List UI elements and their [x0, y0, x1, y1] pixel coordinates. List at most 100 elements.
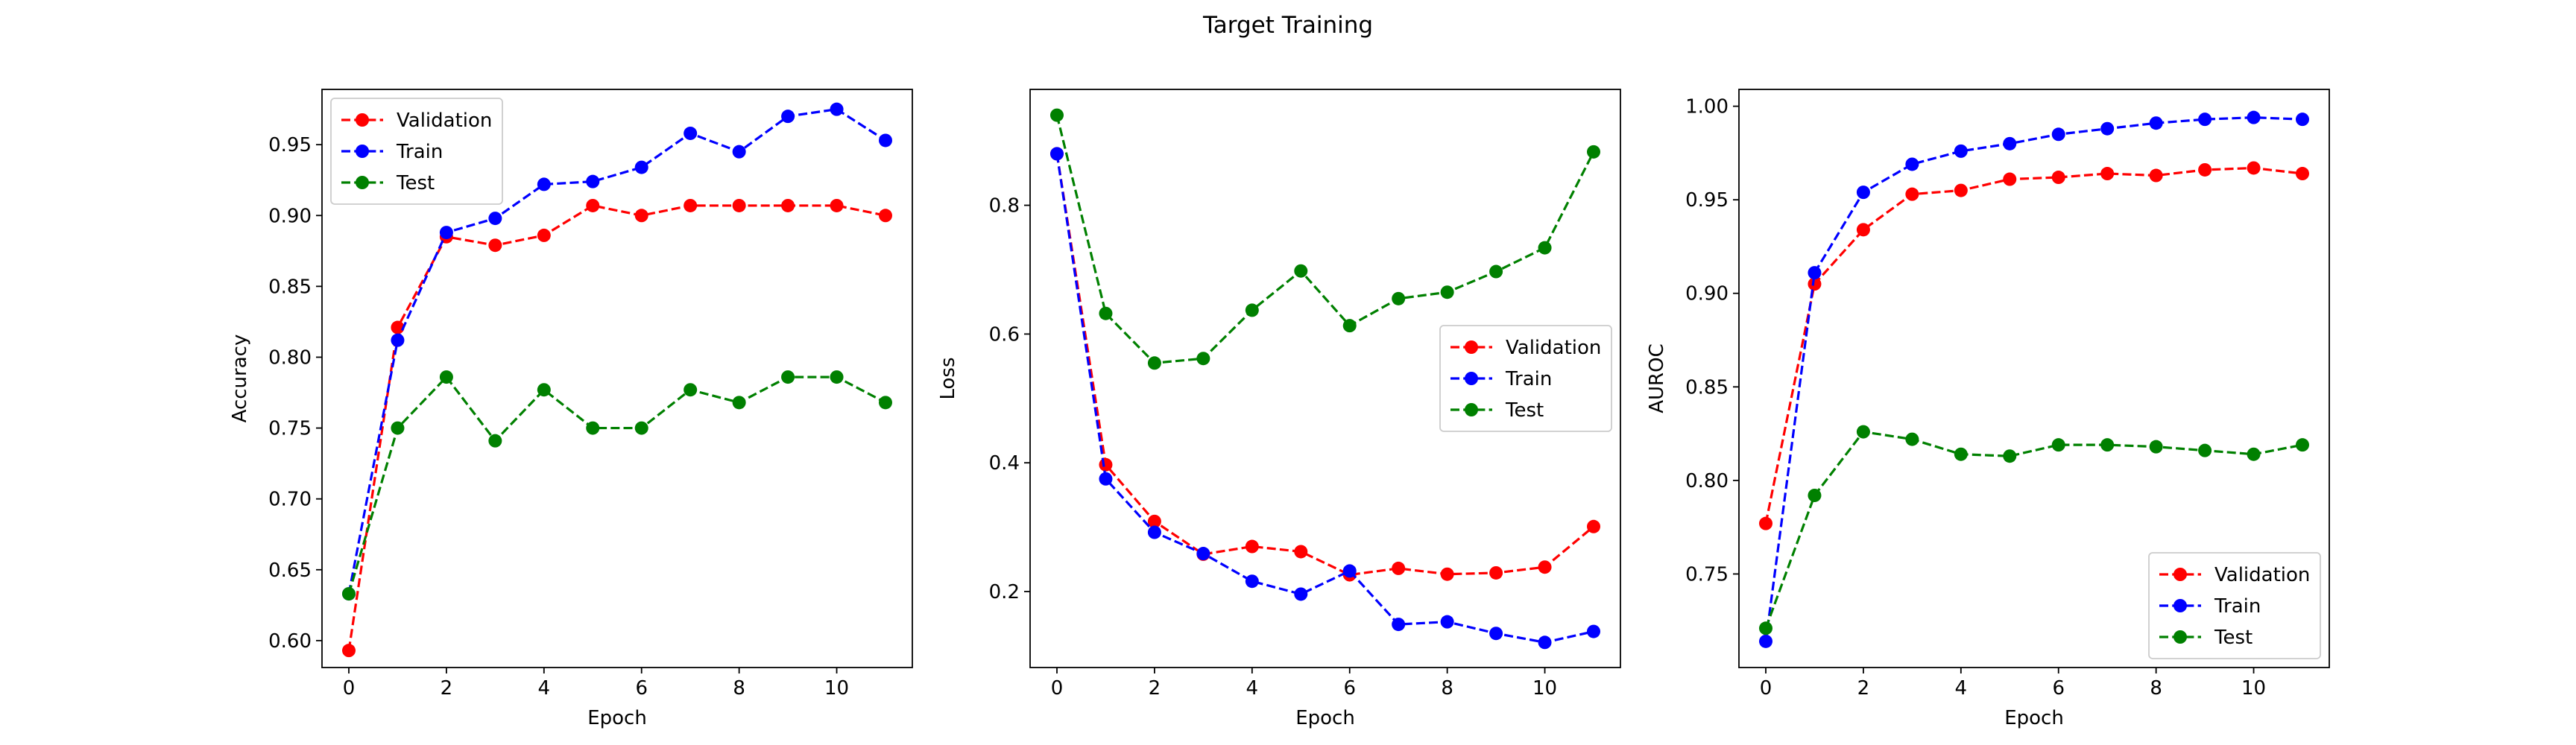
- loss-y-tick-label: 0.4: [989, 452, 1020, 475]
- accuracy-validation-point: [830, 198, 844, 212]
- loss-test-point: [1342, 319, 1357, 333]
- loss-x-tick-label: 4: [1246, 677, 1259, 700]
- auroc-validation-point: [1905, 187, 1919, 201]
- loss-y-tick-label: 0.8: [989, 195, 1020, 218]
- auroc-y-tick-label: 0.75: [1685, 563, 1729, 586]
- loss-test-point: [1392, 291, 1406, 305]
- accuracy-train-legend-marker: [356, 145, 369, 158]
- loss-test-point: [1196, 352, 1210, 366]
- accuracy-test-point: [634, 421, 648, 435]
- auroc-test-legend-label: Test: [2214, 627, 2253, 649]
- loss-chart: 0 2 4 6 8 10 0.2 0.4 0.6 0.8 Epoch Loss Validation Tr…: [937, 89, 1621, 729]
- loss-validation-point: [1440, 567, 1454, 581]
- accuracy-y-tick-label: 0.80: [268, 346, 312, 369]
- accuracy-test-point: [586, 421, 600, 435]
- accuracy-validation-legend-marker: [356, 113, 369, 127]
- accuracy-test-legend-label: Test: [396, 172, 435, 194]
- auroc-train-point: [1905, 157, 1919, 171]
- auroc-chart: 0 2 4 6 8 10 0.75 0.80 0.85 0.90 0.95 1.00 Epoch AURO…: [1646, 89, 2330, 729]
- loss-train-point: [1099, 472, 1113, 486]
- loss-x-tick-label: 2: [1149, 677, 1161, 700]
- loss-train-legend-marker: [1465, 372, 1478, 385]
- auroc-validation-point: [1954, 183, 1968, 197]
- loss-train-point: [1196, 547, 1210, 561]
- accuracy-train-point: [830, 102, 844, 116]
- accuracy-validation-point: [879, 209, 892, 223]
- accuracy-y-tick-label: 0.65: [268, 559, 312, 582]
- loss-validation-point: [1392, 561, 1406, 575]
- accuracy-legend: Validation Train Test: [330, 98, 503, 205]
- loss-test-point: [1538, 241, 1552, 255]
- auroc-y-tick-label: 0.95: [1685, 189, 1729, 212]
- auroc-validation-series-line: [1764, 166, 2303, 524]
- auroc-legend: Validation Train Test: [2148, 552, 2321, 659]
- loss-x-axis-label: Epoch: [1295, 707, 1355, 729]
- loss-x-tick-label: 0: [1051, 677, 1064, 700]
- auroc-y-tick-label: 1.00: [1685, 96, 1729, 118]
- accuracy-test-point: [879, 396, 892, 410]
- loss-x-tick-label: 6: [1343, 677, 1356, 700]
- loss-test-legend-label: Test: [1505, 399, 1544, 422]
- accuracy-x-axis-label: Epoch: [587, 707, 647, 729]
- loss-validation-point: [1294, 545, 1308, 559]
- loss-test-point: [1050, 108, 1064, 122]
- accuracy-x-tick-label: 8: [733, 677, 745, 700]
- auroc-x-tick-label: 2: [1857, 677, 1870, 700]
- auroc-test-legend-marker: [2174, 630, 2187, 644]
- loss-legend-box: [1439, 325, 1612, 432]
- auroc-y-tick-label: 0.90: [1685, 283, 1729, 305]
- accuracy-test-point: [684, 383, 698, 397]
- loss-validation-point: [1147, 514, 1161, 528]
- auroc-train-point: [2247, 110, 2261, 124]
- auroc-validation-legend-marker: [2174, 568, 2187, 581]
- loss-train-point: [1245, 574, 1259, 589]
- accuracy-test-point: [391, 421, 405, 435]
- auroc-y-tick-label: 0.85: [1685, 376, 1729, 399]
- loss-train-point: [1342, 564, 1357, 578]
- accuracy-y-tick-label: 0.95: [268, 134, 312, 156]
- auroc-x-tick-label: 4: [1955, 677, 1968, 700]
- loss-train-point: [1294, 587, 1308, 601]
- auroc-validation-point: [2003, 172, 2017, 186]
- loss-train-point: [1050, 147, 1064, 161]
- auroc-y-axis-label: AUROC: [1646, 343, 1668, 413]
- auroc-axes-frame: [1738, 89, 2330, 668]
- auroc-train-point: [2003, 136, 2017, 150]
- loss-train-point: [1587, 624, 1600, 638]
- auroc-test-point: [2003, 449, 2017, 463]
- auroc-validation-legend-label: Validation: [2214, 564, 2310, 586]
- accuracy-validation-point: [634, 209, 648, 223]
- auroc-test-point: [1856, 425, 1870, 439]
- accuracy-train-point: [732, 145, 746, 159]
- auroc-test-series-line: [1764, 430, 2303, 629]
- accuracy-train-point: [488, 212, 502, 226]
- auroc-train-point: [2296, 112, 2309, 127]
- accuracy-y-tick-label: 0.90: [268, 205, 312, 227]
- auroc-y-tick-label: 0.80: [1685, 470, 1729, 492]
- loss-test-point: [1245, 303, 1259, 317]
- loss-train-legend-label: Train: [1505, 368, 1552, 390]
- loss-test-point: [1147, 356, 1161, 370]
- auroc-validation-point: [2149, 168, 2163, 183]
- loss-validation-legend-marker: [1465, 340, 1478, 354]
- auroc-validation-point: [1808, 277, 1822, 291]
- loss-test-point: [1440, 285, 1454, 299]
- auroc-train-point: [1759, 634, 1772, 648]
- accuracy-validation-point: [732, 198, 746, 212]
- accuracy-train-point: [684, 126, 698, 140]
- accuracy-y-tick-label: 0.60: [268, 630, 312, 653]
- auroc-validation-point: [2247, 161, 2261, 175]
- accuracy-test-point: [342, 587, 356, 601]
- accuracy-train-point: [439, 226, 453, 240]
- loss-test-legend-marker: [1465, 403, 1478, 416]
- auroc-train-point: [2100, 121, 2115, 136]
- loss-y-tick-label: 0.2: [989, 581, 1020, 603]
- loss-x-tick-label: 8: [1441, 677, 1453, 700]
- loss-validation-point: [1099, 457, 1113, 472]
- loss-train-point: [1392, 618, 1406, 632]
- accuracy-test-point: [488, 434, 502, 448]
- accuracy-y-tick-label: 0.85: [268, 276, 312, 298]
- accuracy-train-point: [781, 110, 795, 124]
- accuracy-y-tick-label: 0.70: [268, 489, 312, 511]
- accuracy-train-point: [879, 133, 892, 148]
